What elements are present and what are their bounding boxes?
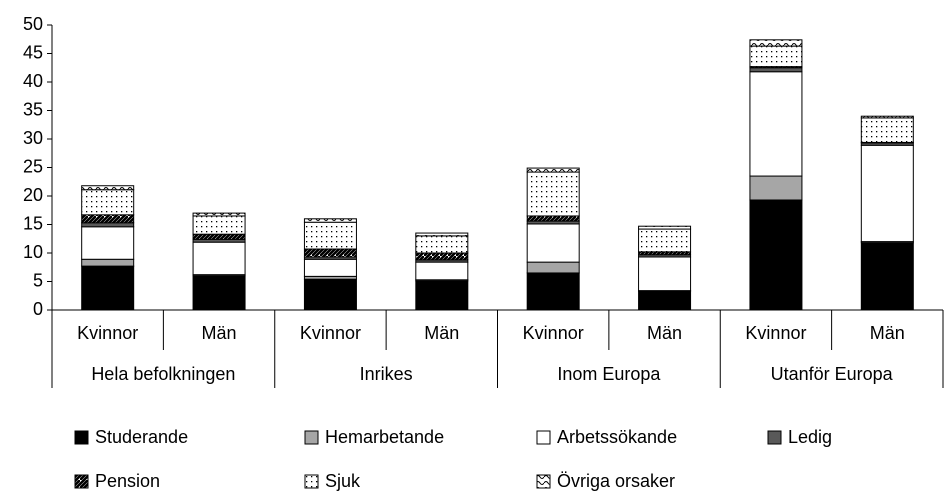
y-tick-label: 35 [23,99,43,119]
bar-segment [415,280,469,311]
bar-segment [303,218,357,223]
bar-segment [303,248,357,258]
y-tick-label: 45 [23,42,43,62]
bar-segment [860,242,914,311]
legend-label: Hemarbetande [325,427,444,447]
bar-segment [415,235,469,254]
y-tick-label: 10 [23,242,43,262]
y-tick-label: 5 [33,270,43,290]
bar-segment [526,171,580,217]
legend-swatch [304,474,319,489]
bar-segment [749,199,803,311]
bar-segment [526,261,580,274]
bar-segment [749,71,803,177]
bar-segment [526,223,580,263]
bar-segment [526,167,580,173]
bar-segment [749,45,803,68]
x-tick-label: Män [202,323,237,343]
bar-segment [303,221,357,250]
bar-segment [192,241,246,276]
legend-swatch [536,430,551,445]
bar-segment [638,256,692,292]
group-label: Inom Europa [557,364,661,384]
bar-segment [81,214,135,224]
bar-segment [860,115,914,119]
x-tick-label: Kvinnor [77,323,138,343]
y-tick-label: 25 [23,156,43,176]
bar-segment [81,189,135,216]
x-tick-label: Kvinnor [745,323,806,343]
x-tick-label: Män [647,323,682,343]
bar-segment [749,67,803,73]
legend-label: Studerande [95,427,188,447]
x-tick-label: Män [870,323,905,343]
bar-segment [749,175,803,201]
bar-segment [526,215,580,222]
bar-segment [638,225,692,230]
y-tick-label: 20 [23,185,43,205]
bar-segment [81,185,135,191]
legend-label: Arbetssökande [557,427,677,447]
bar-segment [860,144,914,243]
y-tick-label: 50 [23,14,43,34]
bar-segment [415,261,469,281]
bar-segment [192,275,246,311]
legend-swatch [536,474,551,489]
x-tick-label: Kvinnor [300,323,361,343]
bar-segment [303,278,357,311]
group-label: Utanför Europa [771,364,894,384]
bar-segment [415,232,469,237]
y-tick-label: 40 [23,71,43,91]
bar-segment [749,39,803,47]
legend-label: Övriga orsaker [557,471,675,491]
bar-segment [81,226,135,260]
bar-segment [638,290,692,311]
legend-label: Ledig [788,427,832,447]
group-label: Hela befolkningen [91,364,235,384]
legend-label: Sjuk [325,471,361,491]
legend-swatch [74,430,89,445]
bar-segment [192,215,246,235]
y-tick-label: 30 [23,128,43,148]
bar-segment [526,272,580,311]
y-tick-label: 0 [33,299,43,319]
legend-swatch [74,474,89,489]
group-label: Inrikes [360,364,413,384]
bar-segment [192,212,246,217]
bar-segment [860,117,914,143]
bar-segment [81,265,135,311]
legend-swatch [304,430,319,445]
x-tick-label: Män [424,323,459,343]
x-tick-label: Kvinnor [523,323,584,343]
bar-segment [81,222,135,228]
legend-swatch [767,430,782,445]
bar-segment [303,258,357,277]
bar-segment [638,228,692,253]
bar-segment [81,258,135,267]
bar-segment [415,252,469,261]
bar-segment [192,233,246,240]
y-tick-label: 15 [23,213,43,233]
legend-label: Pension [95,471,160,491]
